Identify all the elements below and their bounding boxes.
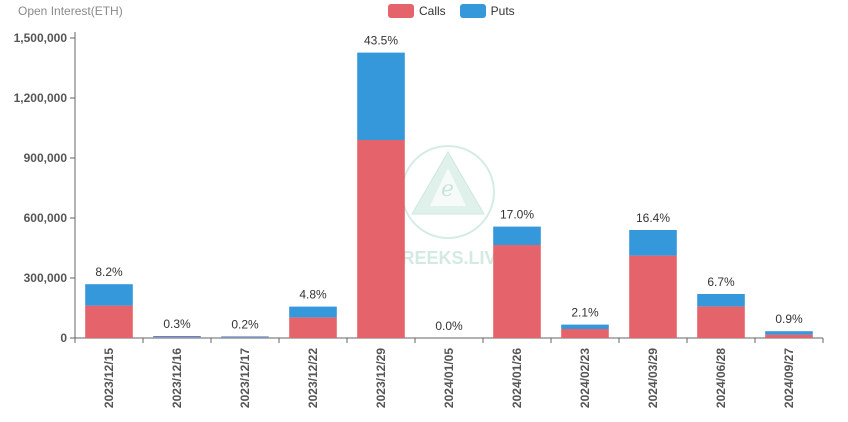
svg-text:e: e — [441, 177, 454, 202]
x-tick-label: 2023/12/22 — [306, 348, 320, 408]
x-tick-label: 2023/12/17 — [238, 348, 252, 408]
bar-puts[interactable] — [153, 336, 201, 338]
bar-calls[interactable] — [357, 140, 405, 338]
legend-item-puts[interactable]: Puts — [459, 4, 515, 18]
legend-label-calls: Calls — [419, 4, 446, 18]
bar-labels-group: 8.2% 0.3% 0.2% 4.8% 43.5% 0.0% 17.0% 2.1% 16.4% 6… — [95, 34, 803, 333]
legend-swatch-calls — [388, 4, 414, 18]
x-tick-label: 2024/03/29 — [646, 348, 660, 408]
bar-share-label: 0.3% — [163, 317, 191, 331]
y-tick-label: 0 — [60, 331, 67, 345]
bar-calls[interactable] — [765, 334, 813, 338]
bar-share-label: 17.0% — [500, 208, 534, 222]
x-tick-label: 2024/01/26 — [510, 348, 524, 408]
y-axis: 0 300,000 600,000 900,000 1,200,000 1,500,000 — [14, 31, 76, 345]
legend-item-calls[interactable]: Calls — [388, 4, 446, 18]
legend: Calls Puts — [388, 4, 529, 18]
bar-calls[interactable] — [697, 306, 745, 338]
legend-swatch-puts — [459, 4, 486, 18]
bar-share-label: 16.4% — [636, 211, 670, 225]
bar-calls[interactable] — [493, 245, 541, 338]
bar-share-label: 0.0% — [435, 319, 463, 333]
bar-share-label: 0.2% — [231, 317, 259, 331]
x-tick-label: 2023/12/29 — [374, 348, 388, 408]
bar-calls[interactable] — [85, 305, 133, 338]
x-tick-label: 2024/06/28 — [714, 348, 728, 408]
bar-calls[interactable] — [153, 337, 201, 338]
watermark-text: GREEKS.LIVE — [387, 248, 508, 268]
bar-share-label: 2.1% — [571, 306, 599, 320]
bar-puts[interactable] — [629, 230, 677, 256]
bar-share-label: 6.7% — [707, 275, 735, 289]
x-tick-label: 2023/12/15 — [102, 348, 116, 408]
y-tick-label: 300,000 — [24, 271, 68, 285]
bar-calls[interactable] — [629, 255, 677, 338]
bar-puts[interactable] — [561, 324, 609, 329]
y-axis-title: Open Interest(ETH) — [18, 4, 123, 18]
y-tick-label: 1,200,000 — [14, 91, 68, 105]
bar-puts[interactable] — [221, 336, 269, 338]
x-tick-label: 2024/09/27 — [782, 348, 796, 408]
legend-label-puts: Puts — [490, 4, 515, 18]
bar-share-label: 0.9% — [775, 312, 803, 326]
bar-share-label: 4.8% — [299, 288, 327, 302]
x-tick-label: 2024/02/23 — [578, 348, 592, 408]
bar-calls[interactable] — [221, 337, 269, 338]
bar-puts[interactable] — [765, 331, 813, 335]
bar-puts[interactable] — [289, 306, 337, 318]
x-tick-label: 2024/01/05 — [442, 348, 456, 408]
bar-puts[interactable] — [85, 284, 133, 306]
y-tick-label: 900,000 — [24, 151, 68, 165]
bar-calls[interactable] — [289, 317, 337, 338]
bar-puts[interactable] — [493, 226, 541, 245]
x-tick-label: 2023/12/16 — [170, 348, 184, 408]
y-tick-label: 600,000 — [24, 211, 68, 225]
greeks-live-watermark-logo: e GREEKS.LIVE — [387, 145, 509, 268]
y-tick-label: 1,500,000 — [14, 31, 68, 45]
bar-puts[interactable] — [357, 52, 405, 140]
bar-share-label: 43.5% — [364, 34, 398, 48]
x-axis: 2023/12/15 2023/12/16 2023/12/17 2023/12/22… — [74, 337, 824, 408]
bar-calls[interactable] — [561, 329, 609, 338]
bars-group — [85, 52, 813, 338]
bar-puts[interactable] — [697, 294, 745, 307]
bar-share-label: 8.2% — [95, 265, 123, 279]
